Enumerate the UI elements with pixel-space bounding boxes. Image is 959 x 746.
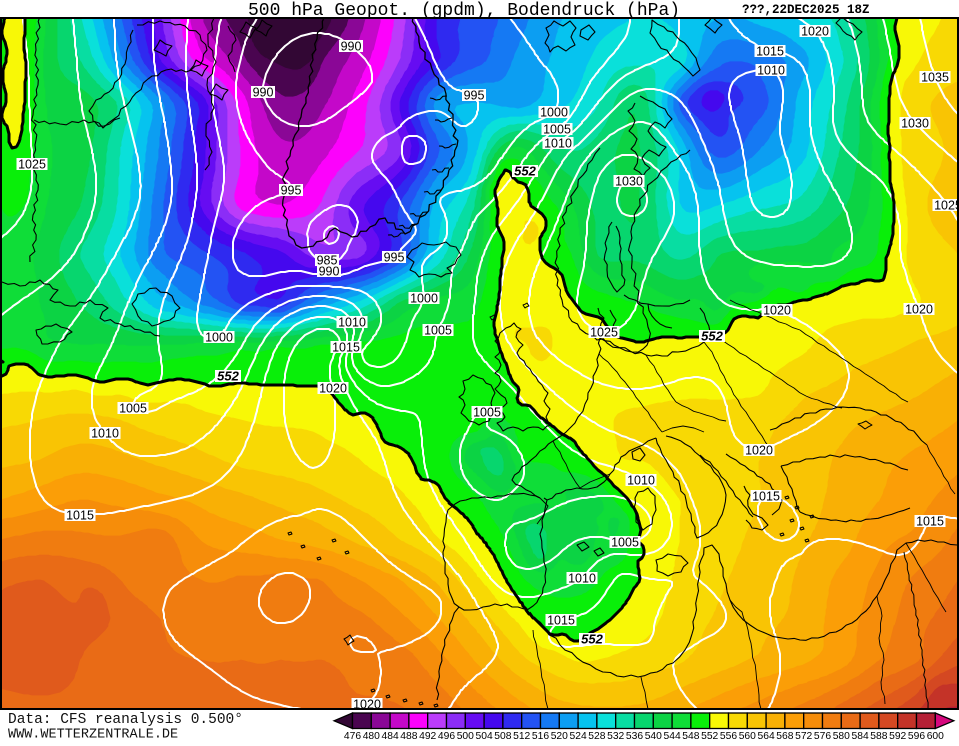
svg-text:580: 580 [833, 731, 850, 741]
svg-text:476: 476 [344, 731, 361, 741]
svg-text:Data: CFS reanalysis 0.500°: Data: CFS reanalysis 0.500° [8, 712, 243, 728]
svg-text:500 hPa Geopot. (gpdm), Bodend: 500 hPa Geopot. (gpdm), Bodendruck (hPa) [248, 1, 680, 21]
svg-text:552: 552 [217, 369, 239, 384]
svg-text:1005: 1005 [424, 324, 452, 338]
svg-text:1025: 1025 [590, 326, 618, 340]
svg-text:1005: 1005 [473, 406, 501, 420]
svg-text:1010: 1010 [757, 64, 785, 78]
svg-text:990: 990 [253, 86, 274, 100]
svg-text:596: 596 [908, 731, 925, 741]
svg-text:552: 552 [581, 632, 603, 647]
svg-text:1015: 1015 [332, 341, 360, 355]
svg-text:1020: 1020 [905, 303, 933, 317]
svg-text:1005: 1005 [611, 536, 639, 550]
svg-text:1010: 1010 [91, 427, 119, 441]
svg-text:WWW.WETTERZENTRALE.DE: WWW.WETTERZENTRALE.DE [8, 728, 178, 742]
svg-text:1000: 1000 [410, 292, 438, 306]
svg-text:492: 492 [419, 731, 436, 741]
svg-text:1000: 1000 [540, 106, 568, 120]
svg-text:480: 480 [363, 731, 380, 741]
svg-text:1020: 1020 [801, 25, 829, 39]
svg-text:524: 524 [570, 731, 587, 741]
svg-text:560: 560 [739, 731, 756, 741]
svg-text:1020: 1020 [745, 444, 773, 458]
svg-text:995: 995 [464, 89, 485, 103]
svg-text:528: 528 [588, 731, 605, 741]
svg-text:1015: 1015 [756, 45, 784, 59]
svg-text:592: 592 [889, 731, 906, 741]
svg-text:990: 990 [341, 40, 362, 54]
svg-text:504: 504 [476, 731, 493, 741]
svg-text:1015: 1015 [547, 614, 575, 628]
svg-text:556: 556 [720, 731, 737, 741]
svg-text:588: 588 [870, 731, 887, 741]
svg-text:548: 548 [682, 731, 699, 741]
svg-text:508: 508 [494, 731, 511, 741]
svg-text:1005: 1005 [119, 402, 147, 416]
svg-text:1030: 1030 [901, 117, 929, 131]
svg-text:1025: 1025 [934, 199, 959, 213]
svg-text:552: 552 [514, 164, 536, 179]
svg-text:1000: 1000 [205, 331, 233, 345]
svg-text:1030: 1030 [615, 175, 643, 189]
svg-text:1010: 1010 [544, 137, 572, 151]
svg-text:540: 540 [645, 731, 662, 741]
svg-text:1005: 1005 [543, 123, 571, 137]
svg-text:1010: 1010 [338, 316, 366, 330]
svg-text:544: 544 [664, 731, 681, 741]
svg-text:995: 995 [281, 184, 302, 198]
svg-text:568: 568 [776, 731, 793, 741]
svg-text:484: 484 [382, 731, 399, 741]
svg-text:1035: 1035 [921, 71, 949, 85]
svg-text:1015: 1015 [66, 509, 94, 523]
svg-text:516: 516 [532, 731, 549, 741]
svg-text:532: 532 [607, 731, 624, 741]
svg-text:488: 488 [400, 731, 417, 741]
svg-text:500: 500 [457, 731, 474, 741]
svg-text:995: 995 [384, 251, 405, 265]
svg-text:1015: 1015 [752, 490, 780, 504]
svg-text:???,22DEC2025 18Z: ???,22DEC2025 18Z [742, 3, 870, 17]
svg-text:520: 520 [551, 731, 568, 741]
svg-text:1010: 1010 [568, 572, 596, 586]
svg-text:512: 512 [513, 731, 530, 741]
svg-text:1020: 1020 [763, 304, 791, 318]
svg-text:600: 600 [927, 731, 944, 741]
svg-text:1020: 1020 [319, 382, 347, 396]
svg-text:564: 564 [758, 731, 775, 741]
svg-text:552: 552 [701, 731, 718, 741]
svg-text:1025: 1025 [18, 158, 46, 172]
svg-text:552: 552 [701, 329, 723, 344]
svg-text:572: 572 [795, 731, 812, 741]
svg-text:576: 576 [814, 731, 831, 741]
svg-text:1010: 1010 [627, 474, 655, 488]
svg-text:990: 990 [319, 265, 340, 279]
svg-text:1015: 1015 [916, 515, 944, 529]
svg-text:496: 496 [438, 731, 455, 741]
svg-text:584: 584 [852, 731, 869, 741]
svg-text:536: 536 [626, 731, 643, 741]
